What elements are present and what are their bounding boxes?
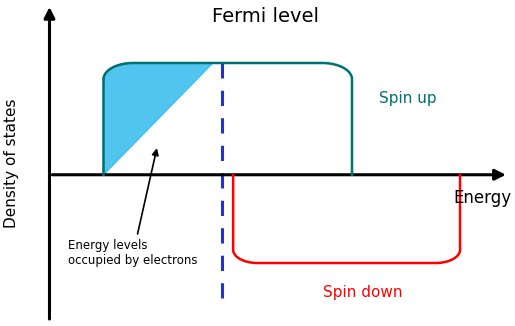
Polygon shape bbox=[104, 63, 222, 175]
Text: Fermi level: Fermi level bbox=[212, 7, 319, 26]
Text: Energy: Energy bbox=[453, 189, 511, 207]
Text: Density of states: Density of states bbox=[4, 98, 19, 228]
Text: Spin down: Spin down bbox=[323, 285, 403, 300]
Text: Spin up: Spin up bbox=[379, 91, 437, 106]
Text: Energy levels
occupied by electrons: Energy levels occupied by electrons bbox=[68, 150, 198, 267]
